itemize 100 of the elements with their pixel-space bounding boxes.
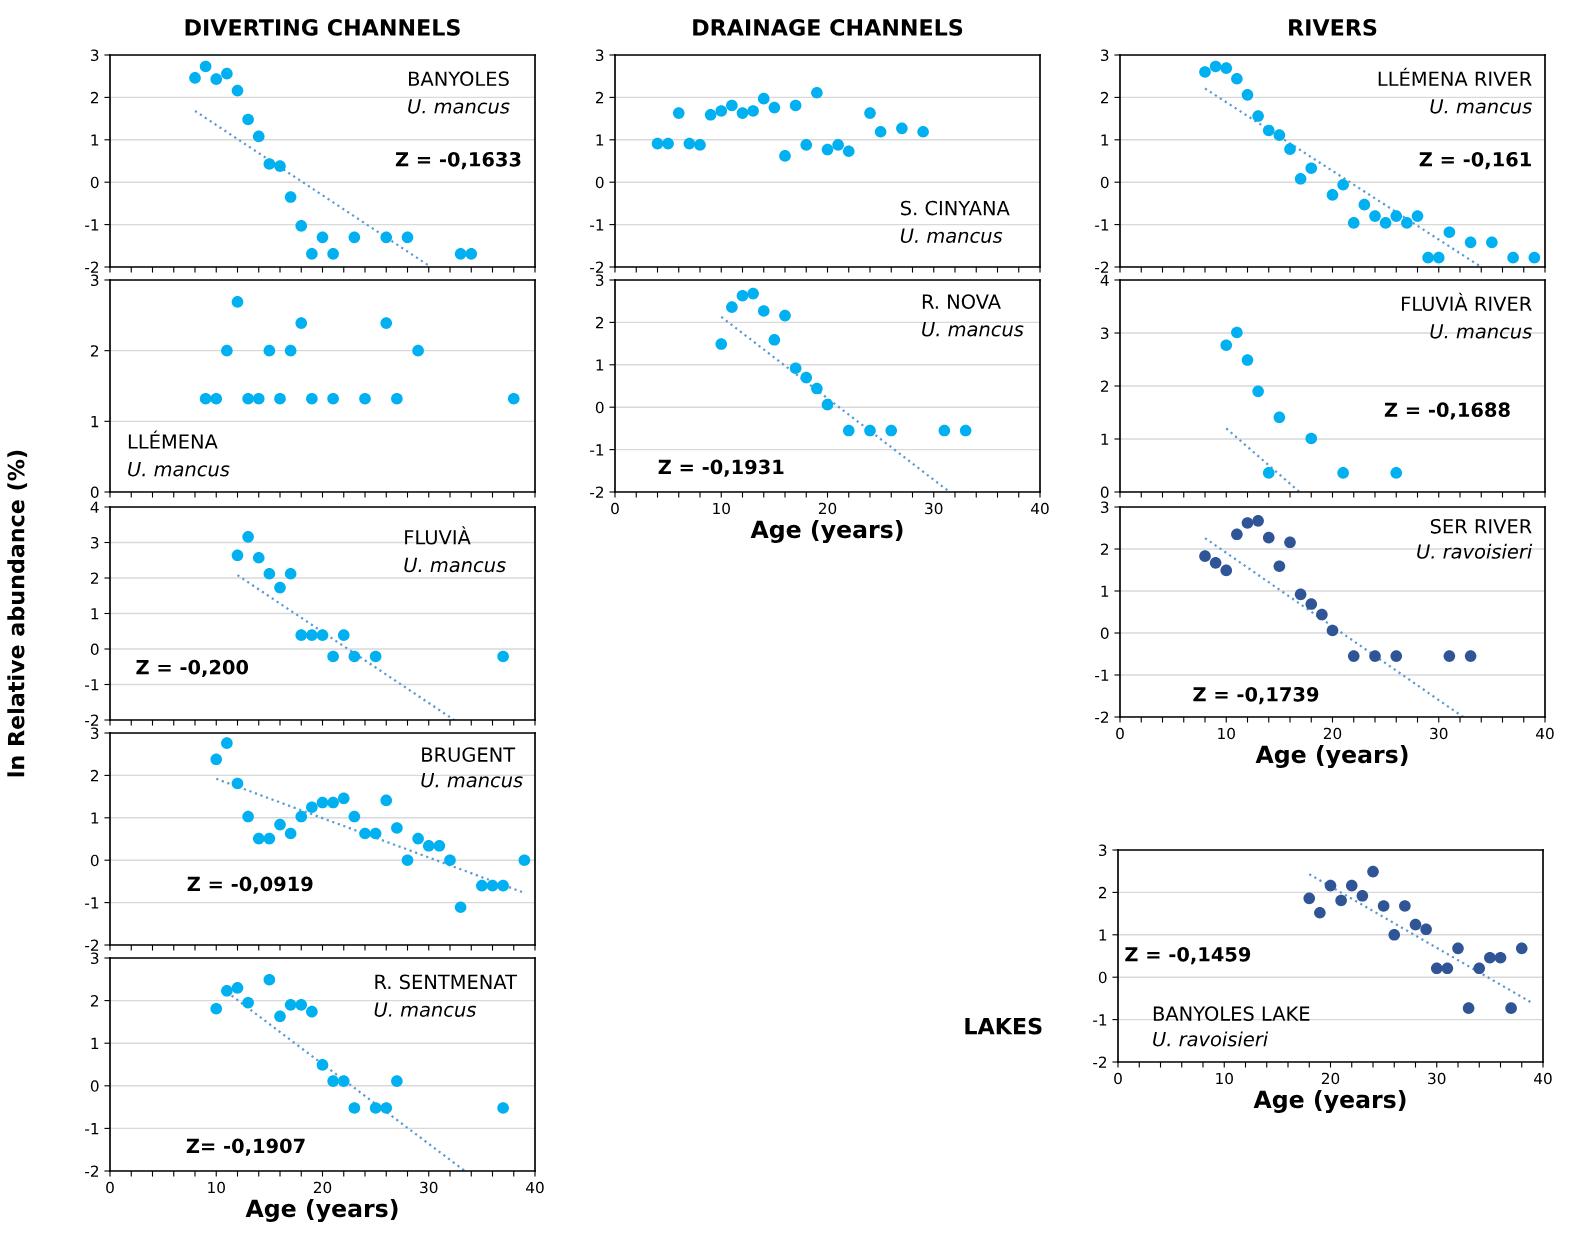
point (1390, 650, 1403, 662)
point (486, 879, 499, 892)
y-tick-label: 2 (595, 316, 604, 329)
point (401, 854, 414, 867)
point (1303, 892, 1316, 905)
point (210, 1002, 223, 1015)
point (1347, 217, 1360, 229)
point (306, 392, 318, 405)
point (1388, 928, 1401, 941)
point (412, 832, 424, 845)
point (1337, 467, 1349, 479)
point (1241, 354, 1254, 366)
point (1252, 385, 1264, 398)
x-tick-label: 30 (1428, 1072, 1446, 1085)
point (683, 137, 696, 150)
point (1273, 560, 1286, 573)
point (454, 901, 467, 914)
chart-title: DRAINAGE CHANNELS (693, 19, 963, 36)
point (1284, 143, 1296, 155)
y-tick-label: 1 (91, 134, 99, 146)
annotation: S. CINYANA (901, 200, 1010, 216)
point (327, 796, 339, 809)
annotation: Z = -0,1459 (1125, 946, 1251, 965)
point (242, 996, 254, 1009)
y-tick-label: 1 (1101, 433, 1109, 445)
point (736, 289, 749, 302)
y-tick-label: 1 (91, 812, 99, 824)
point (1262, 124, 1275, 137)
point (1430, 962, 1443, 975)
point (1420, 923, 1432, 936)
point (1294, 588, 1307, 601)
point (210, 753, 223, 766)
annotation: Z = -0,161 (1419, 151, 1531, 170)
point (1220, 564, 1233, 577)
point (885, 424, 898, 437)
point (1305, 162, 1318, 175)
point (1305, 598, 1318, 610)
point (348, 1102, 361, 1114)
point (348, 231, 361, 244)
point (380, 794, 393, 807)
point (295, 317, 308, 329)
point (444, 854, 456, 867)
point (715, 105, 728, 117)
annotation: BRUGENT (422, 747, 516, 762)
point (896, 122, 908, 135)
point (1220, 62, 1233, 74)
y-tick-label: -1 (85, 897, 99, 909)
point (821, 143, 834, 156)
annotation: U. mancus (408, 99, 510, 114)
point (337, 1075, 350, 1087)
point (274, 818, 286, 831)
y-tick-label: 0 (90, 854, 99, 867)
point (306, 1005, 318, 1018)
point (369, 1102, 382, 1114)
point (864, 107, 876, 119)
point (199, 60, 212, 73)
point (316, 1059, 329, 1071)
point (465, 248, 478, 260)
x-tick-label: 0 (1114, 1072, 1122, 1085)
point (274, 1010, 286, 1023)
y-tick-label: 1 (596, 134, 604, 146)
point (800, 139, 813, 151)
y-tick-label: 2 (1100, 380, 1109, 392)
y-axis-title: ln Relative abundance (%) (7, 450, 28, 777)
y-tick-label: 2 (90, 572, 99, 584)
point (1486, 236, 1498, 249)
y-tick-label: -1 (85, 679, 99, 691)
point (704, 108, 717, 121)
point (821, 398, 834, 411)
point (306, 629, 318, 641)
point (497, 650, 509, 663)
point (1305, 432, 1318, 445)
point (811, 86, 823, 99)
point (284, 567, 297, 580)
point (295, 629, 308, 641)
y-tick-label: -1 (590, 444, 604, 456)
point (497, 1102, 509, 1114)
point (221, 67, 233, 80)
point (221, 344, 233, 357)
point (1422, 251, 1434, 264)
point (768, 333, 781, 346)
point (1273, 411, 1286, 424)
point (274, 392, 286, 405)
x-tick-label: 20 (1321, 1072, 1340, 1085)
point (1484, 951, 1496, 964)
point (422, 839, 435, 852)
y-tick-label: 1 (596, 359, 604, 371)
point (1507, 251, 1519, 264)
annotation: Z= -0,1907 (186, 1138, 305, 1156)
point (359, 827, 371, 840)
point (1390, 210, 1403, 222)
point (1231, 72, 1243, 85)
y-tick-label: 4 (1100, 274, 1109, 286)
y-tick-label: 1 (91, 416, 99, 428)
y-tick-label: -1 (1095, 219, 1109, 231)
y-tick-label: 1 (1099, 929, 1107, 941)
x-tick-label: 40 (526, 1181, 544, 1194)
y-tick-label: 2 (90, 769, 99, 782)
point (757, 305, 770, 317)
point (1199, 66, 1211, 78)
